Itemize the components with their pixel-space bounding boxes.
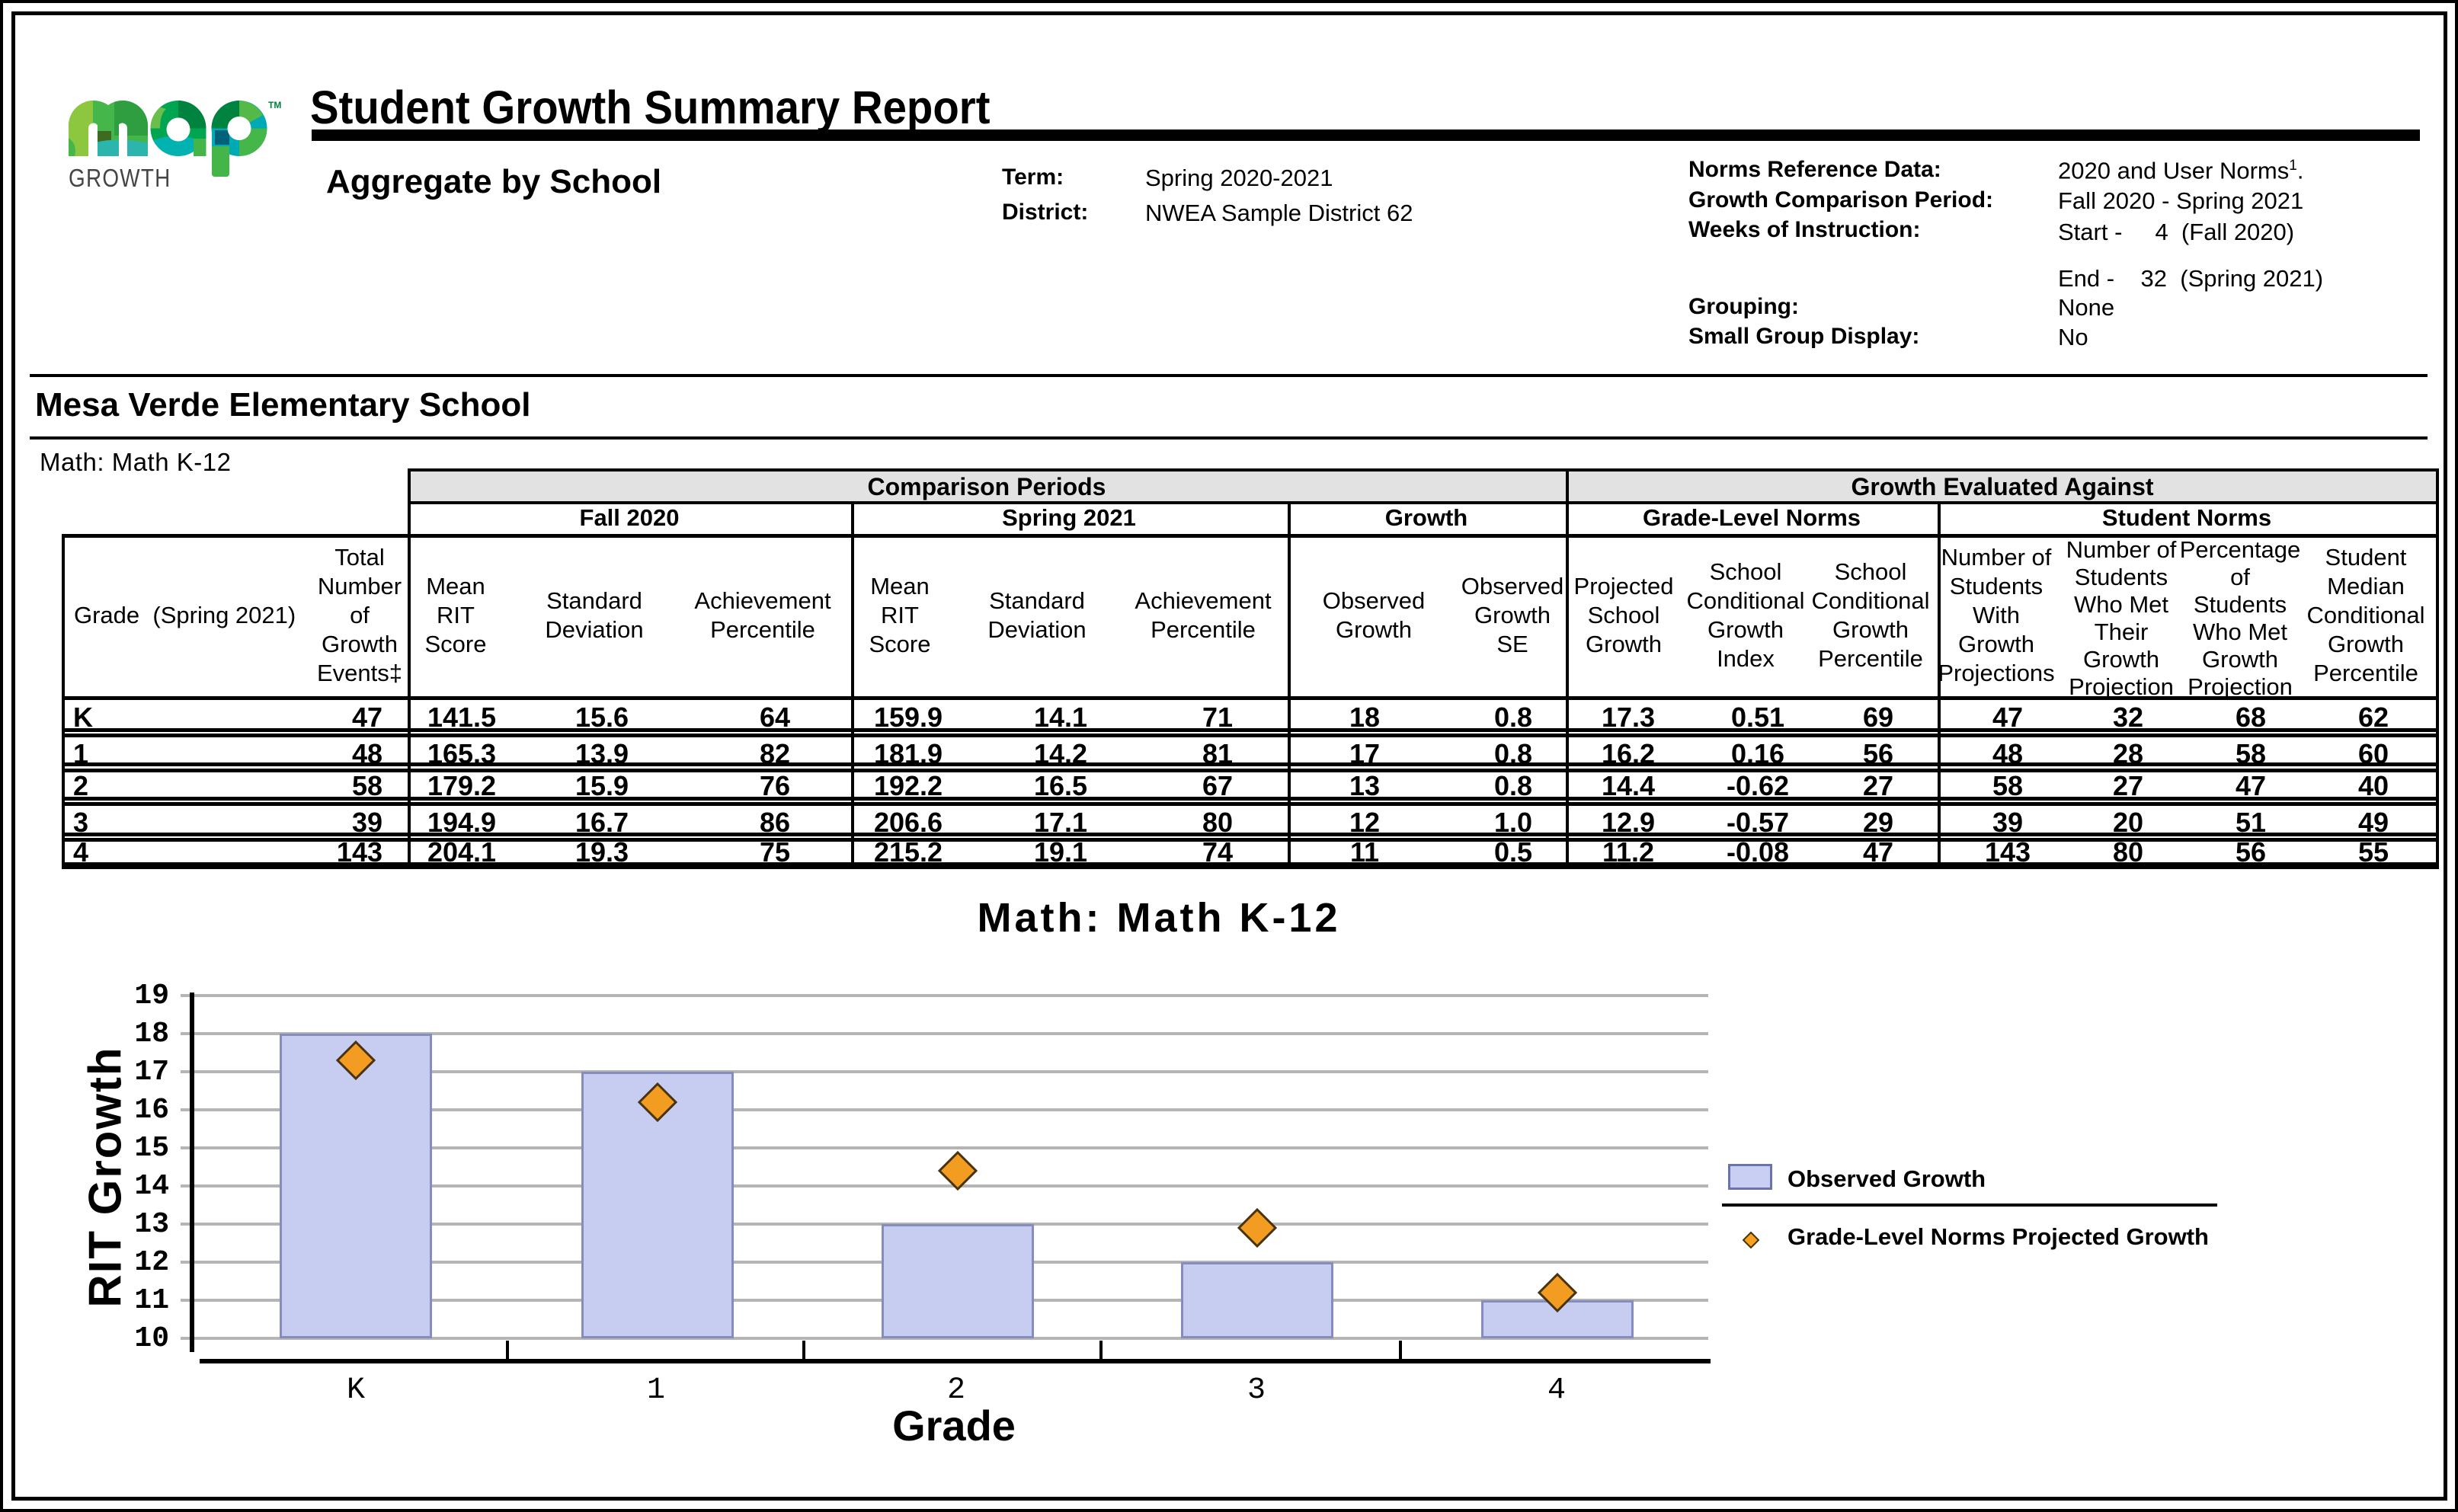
- svg-text:GROWTH: GROWTH: [69, 165, 171, 193]
- svg-text:TM: TM: [268, 100, 281, 110]
